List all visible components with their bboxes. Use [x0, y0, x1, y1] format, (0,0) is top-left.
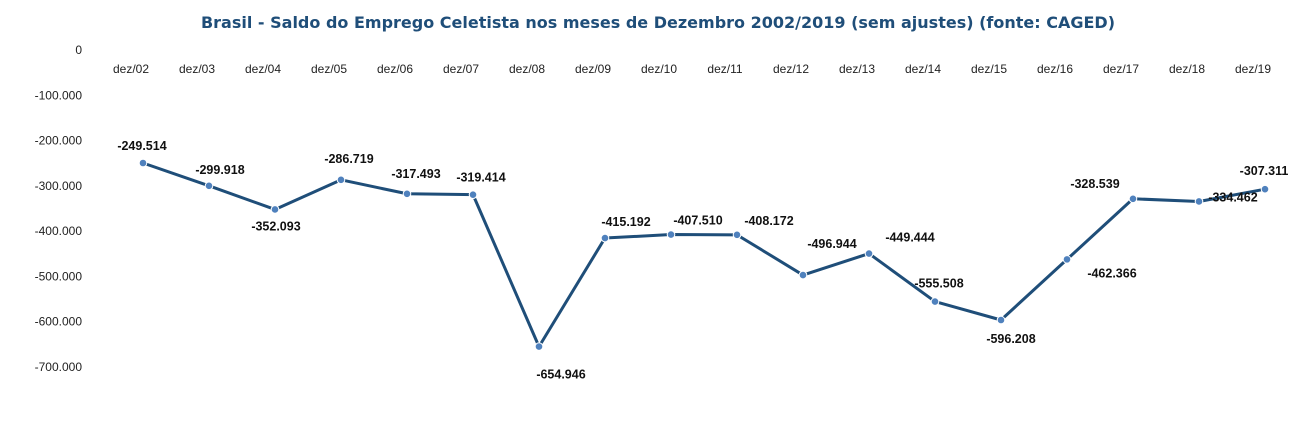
data-point	[1260, 184, 1270, 194]
x-tick-label: dez/05	[311, 62, 347, 76]
data-point	[732, 230, 742, 240]
data-label: -334.462	[1208, 190, 1257, 204]
data-labels: -249.514 -299.918 -352.093 -286.719 -317.493…	[117, 139, 1288, 382]
data-point	[996, 315, 1006, 325]
x-tick-label: dez/19	[1235, 62, 1271, 76]
x-tick-label: dez/15	[971, 62, 1007, 76]
y-axis: 0 -100.000 -200.000 -300.000 -400.000 -500.00…	[35, 43, 83, 374]
y-tick-label: -100.000	[35, 88, 83, 102]
data-point	[930, 297, 940, 306]
data-point	[204, 181, 214, 191]
data-label: -352.093	[251, 219, 300, 233]
x-tick-label: dez/09	[575, 62, 611, 76]
x-tick-label: dez/10	[641, 62, 677, 76]
data-label: -307.311	[1240, 164, 1289, 178]
y-tick-label: -200.000	[35, 134, 83, 148]
data-point	[1194, 197, 1204, 206]
data-point	[798, 270, 808, 280]
data-label: -299.918	[195, 163, 244, 177]
data-label: -449.444	[885, 231, 934, 245]
x-tick-label: dez/03	[179, 62, 215, 76]
y-tick-label: -400.000	[35, 224, 83, 238]
data-label: -555.508	[914, 277, 963, 291]
y-tick-label: -600.000	[35, 315, 83, 329]
data-label: -415.192	[601, 215, 650, 229]
data-label: -654.946	[536, 368, 585, 382]
y-tick-label: 0	[75, 43, 82, 57]
x-tick-label: dez/06	[377, 62, 413, 76]
data-point	[336, 175, 346, 185]
data-label: -462.366	[1087, 266, 1136, 280]
y-tick-label: -300.000	[35, 179, 83, 193]
y-tick-label: -700.000	[35, 360, 83, 374]
x-tick-label: dez/13	[839, 62, 875, 76]
x-tick-label: dez/07	[443, 62, 479, 76]
x-tick-label: dez/14	[905, 62, 941, 76]
data-label: -249.514	[117, 139, 166, 153]
data-point	[402, 189, 412, 199]
data-point	[864, 249, 874, 258]
data-point	[534, 342, 544, 351]
x-tick-label: dez/04	[245, 62, 281, 76]
x-tick-label: dez/08	[509, 62, 545, 76]
data-label: -317.493	[391, 167, 440, 181]
chart-title: Brasil - Saldo do Emprego Celetista nos …	[201, 13, 1115, 32]
data-label: -408.172	[744, 214, 793, 228]
x-tick-label: dez/02	[113, 62, 149, 76]
x-axis: dez/02 dez/03 dez/04 dez/05 dez/06 dez/07 dez/…	[113, 62, 1271, 76]
data-point	[600, 233, 610, 243]
data-point	[1062, 255, 1072, 264]
y-tick-label: -500.000	[35, 269, 83, 283]
data-label: -596.208	[986, 332, 1035, 346]
data-point	[468, 190, 478, 199]
x-tick-label: dez/16	[1037, 62, 1073, 76]
data-label: -319.414	[456, 171, 505, 185]
data-point	[270, 205, 280, 214]
data-label: -496.944	[807, 237, 856, 251]
data-label: -286.719	[324, 152, 373, 166]
data-label: -328.539	[1070, 177, 1119, 191]
x-tick-label: dez/17	[1103, 62, 1139, 76]
x-tick-label: dez/11	[707, 62, 742, 76]
data-label: -407.510	[673, 214, 722, 228]
series-line	[142, 161, 1266, 349]
x-tick-label: dez/12	[773, 62, 809, 76]
data-point	[666, 230, 676, 239]
data-point	[138, 158, 148, 168]
x-tick-label: dez/18	[1169, 62, 1205, 76]
series	[138, 158, 1270, 351]
data-point	[1128, 194, 1138, 204]
